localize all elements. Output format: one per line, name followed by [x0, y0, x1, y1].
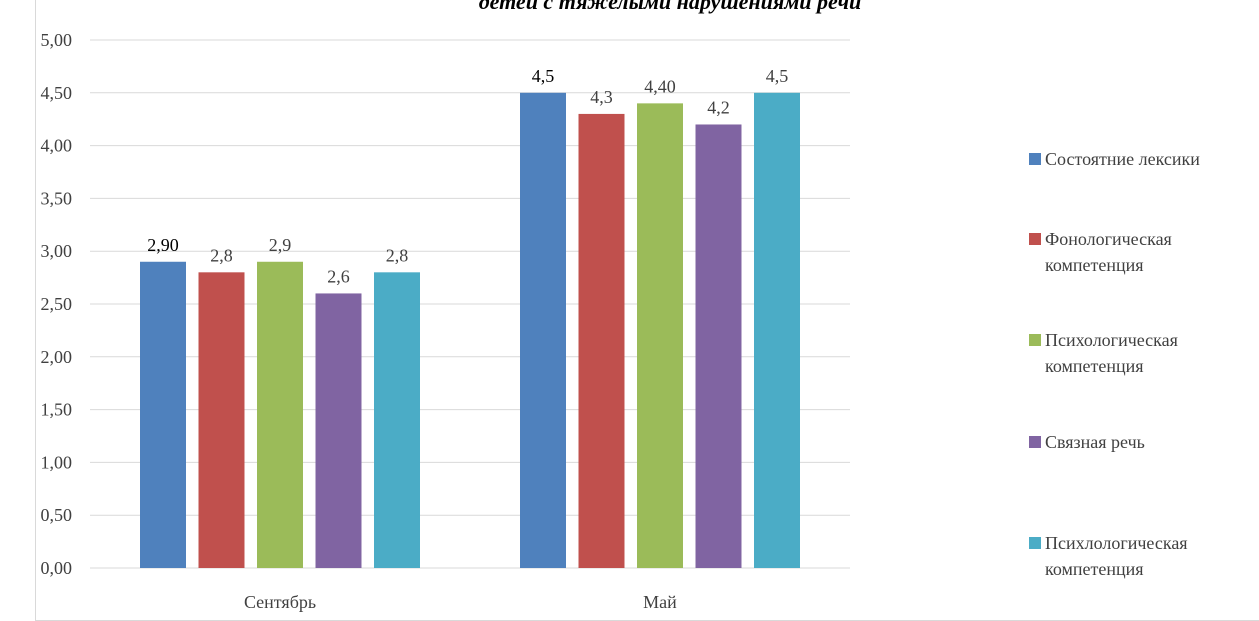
data-label: 4,5 — [766, 66, 789, 86]
legend-swatch — [1029, 436, 1041, 448]
y-tick-label: 5,00 — [41, 30, 73, 50]
data-label: 2,8 — [386, 245, 409, 265]
legend-entry: Фонологическая компетенция — [1029, 229, 1172, 275]
bar — [695, 124, 742, 568]
data-label: 2,6 — [327, 266, 350, 286]
data-label: 4,2 — [707, 97, 730, 117]
legend-swatch — [1029, 153, 1041, 165]
legend-entry: Психлологическая компетенция — [1029, 533, 1188, 579]
legend-label: Состоятние лексики — [1045, 149, 1200, 169]
x-tick-label: Май — [643, 592, 677, 612]
bar — [754, 92, 800, 569]
legend-label: Фонологическая компетенция — [1045, 229, 1172, 275]
y-tick-label: 3,50 — [41, 188, 73, 208]
y-tick-label: 1,50 — [41, 400, 73, 420]
bar — [140, 261, 186, 568]
bar — [315, 293, 362, 568]
chart-frame-left — [35, 0, 36, 621]
data-label: 2,8 — [210, 245, 233, 265]
legend-entry: Состоятние лексики — [1029, 149, 1200, 169]
y-tick-label: 1,00 — [41, 452, 73, 472]
y-tick-label: 4,50 — [41, 83, 73, 103]
legend-swatch — [1029, 537, 1041, 549]
bar — [637, 103, 683, 569]
bar — [520, 92, 566, 569]
y-tick-label: 0,00 — [41, 558, 73, 578]
y-tick-label: 3,00 — [41, 241, 73, 261]
bar — [198, 272, 245, 568]
y-tick-label: 2,00 — [41, 347, 73, 367]
chart-title: детей с тяжелыми нарушениями речи — [479, 0, 862, 14]
data-label: 2,90 — [147, 235, 179, 255]
legend-label: Связная речь — [1045, 432, 1145, 452]
legend-entry: Психологическая компетенция — [1029, 330, 1178, 376]
legend-entry: Связная речь — [1029, 432, 1145, 452]
legend-swatch — [1029, 334, 1041, 346]
bar — [578, 113, 625, 569]
y-tick-label: 2,50 — [41, 294, 73, 314]
bar — [374, 272, 420, 568]
x-tick-label: Сентябрь — [244, 592, 316, 612]
data-label: 2,9 — [269, 235, 292, 255]
data-label: 4,3 — [590, 87, 613, 107]
legend-swatch — [1029, 233, 1041, 245]
legend-label: Психологическая компетенция — [1045, 330, 1178, 376]
data-label: 4,5 — [532, 66, 555, 86]
bar — [257, 261, 303, 568]
y-tick-label: 4,00 — [41, 136, 73, 156]
y-tick-label: 0,50 — [41, 505, 73, 525]
legend-label: Психлологическая компетенция — [1045, 533, 1188, 579]
data-label: 4,40 — [644, 76, 676, 96]
